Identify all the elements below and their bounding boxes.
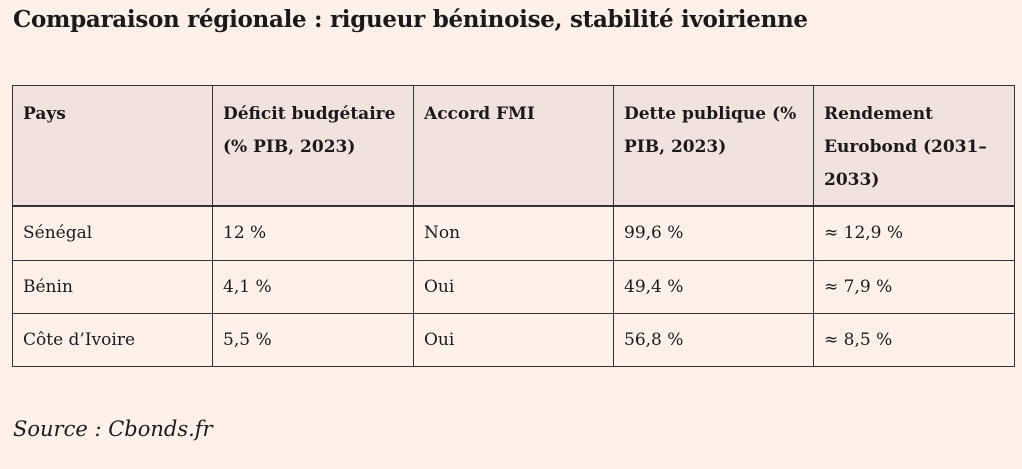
table-cell: 12 % [212,205,414,261]
table-cell: 49,4 % [613,260,814,314]
table-cell: Oui [413,313,614,367]
header-row: Pays Déficit budgétaire (% PIB, 2023) Ac… [12,85,1015,207]
column-header-pays: Pays [12,85,213,207]
table-cell: Oui [413,260,614,314]
comparison-table: Pays Déficit budgétaire (% PIB, 2023) Ac… [12,85,1015,367]
column-header-accord-fmi: Accord FMI [413,85,614,207]
table-cell: ≈ 7,9 % [813,260,1015,314]
source-caption: Source : Cbonds.fr [13,417,213,441]
table-body: Sénégal 12 % Non 99,6 % ≈ 12,9 % Bénin 4… [12,205,1015,367]
table-row: Sénégal 12 % Non 99,6 % ≈ 12,9 % [12,205,1015,261]
table-cell: Côte d’Ivoire [12,313,213,367]
table-header: Pays Déficit budgétaire (% PIB, 2023) Ac… [12,85,1015,207]
table-cell: 5,5 % [212,313,414,367]
table-cell: 56,8 % [613,313,814,367]
column-header-rendement: Rendement Eurobond (2031–2033) [813,85,1015,207]
table-cell: Non [413,205,614,261]
table-cell: Bénin [12,260,213,314]
column-header-dette: Dette publique (% PIB, 2023) [613,85,814,207]
column-header-deficit: Déficit budgétaire (% PIB, 2023) [212,85,414,207]
table-row: Côte d’Ivoire 5,5 % Oui 56,8 % ≈ 8,5 % [12,313,1015,367]
table-row: Bénin 4,1 % Oui 49,4 % ≈ 7,9 % [12,260,1015,314]
table-cell: ≈ 12,9 % [813,205,1015,261]
table-cell: 99,6 % [613,205,814,261]
table-cell: 4,1 % [212,260,414,314]
page-title: Comparaison régionale : rigueur béninois… [13,6,808,33]
table-cell: Sénégal [12,205,213,261]
table-cell: ≈ 8,5 % [813,313,1015,367]
